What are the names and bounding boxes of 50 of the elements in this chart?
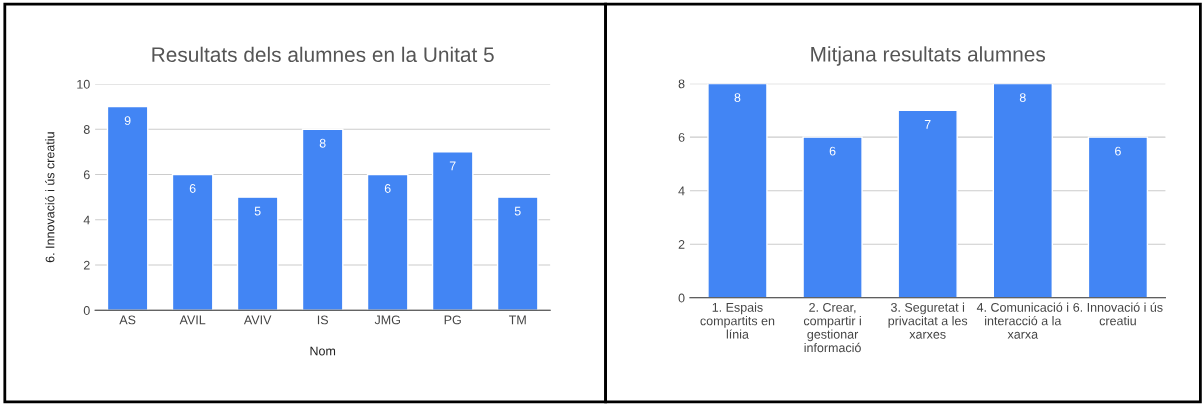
data-label: 6 bbox=[189, 184, 196, 193]
x-tick-label: IS bbox=[317, 315, 328, 325]
chart-title: Resultats dels alumnes en la Unitat 5 bbox=[152, 46, 494, 63]
data-label: 6 bbox=[384, 184, 391, 193]
x-tick-label: AVIL bbox=[179, 315, 206, 325]
data-label: 8 bbox=[1019, 93, 1026, 102]
bar bbox=[802, 136, 863, 298]
y-tick-label: 2 bbox=[83, 260, 90, 270]
bar bbox=[106, 105, 149, 311]
bar bbox=[707, 83, 768, 298]
y-tick-label: 6 bbox=[83, 170, 90, 180]
data-label: 9 bbox=[124, 116, 131, 126]
x-tick-label: AVIV bbox=[243, 315, 272, 325]
x-axis-title: Nom bbox=[310, 346, 336, 356]
data-label: 5 bbox=[514, 206, 521, 216]
y-tick-label: 6 bbox=[678, 132, 685, 142]
data-label: 7 bbox=[924, 120, 931, 129]
data-label: 8 bbox=[734, 93, 741, 102]
y-tick-label: 4 bbox=[678, 186, 685, 196]
bar bbox=[366, 173, 409, 311]
x-tick-label: AS bbox=[119, 315, 136, 325]
bar bbox=[1087, 136, 1149, 298]
y-tick-label: 0 bbox=[678, 293, 685, 303]
chart-title: Mitjana resultats alumnes bbox=[811, 46, 1046, 66]
bar bbox=[992, 83, 1053, 298]
y-tick-label: 8 bbox=[678, 79, 685, 89]
y-tick-label: 8 bbox=[83, 125, 90, 134]
bar bbox=[431, 151, 474, 311]
y-tick-label: 2 bbox=[678, 240, 685, 249]
bar bbox=[897, 109, 958, 298]
bar bbox=[301, 128, 344, 311]
data-label: 6 bbox=[1115, 146, 1121, 156]
x-tick-label: PG bbox=[444, 315, 461, 325]
y-tick-label: 4 bbox=[83, 215, 90, 225]
data-label: 6 bbox=[829, 146, 836, 156]
bar bbox=[496, 196, 539, 311]
x-tick-label: 4. Comunicació i interacció a la xarxa bbox=[976, 302, 1069, 339]
bar bbox=[171, 173, 214, 311]
y-tick-label: 10 bbox=[77, 79, 90, 89]
y-tick-label: 0 bbox=[83, 306, 90, 315]
x-tick-label: TM bbox=[508, 315, 526, 325]
x-tick-label: 2. Crear, compartir i gestionar informació bbox=[803, 302, 861, 353]
x-tick-label: 6. Innovació i ús creatiu bbox=[1073, 302, 1163, 326]
data-label: 7 bbox=[449, 161, 456, 171]
x-tick-label: 1. Espais compartits en línia bbox=[700, 302, 775, 339]
x-tick-label: 3. Seguretat i privacitat a les xarxes bbox=[888, 302, 968, 339]
data-label: 8 bbox=[319, 138, 326, 148]
bar bbox=[236, 196, 279, 311]
data-label: 5 bbox=[254, 206, 261, 216]
x-tick-label: JMG bbox=[374, 315, 400, 325]
